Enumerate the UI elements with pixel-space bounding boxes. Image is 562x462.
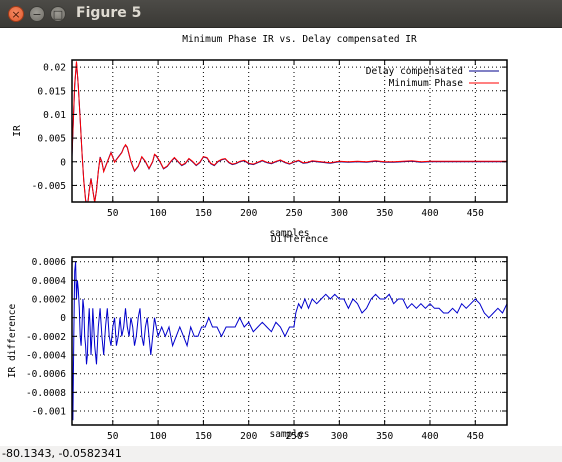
x-tick-label: 450 — [467, 208, 484, 219]
x-axis-label: samples — [269, 429, 309, 440]
y-tick-label: -0.001 — [32, 407, 67, 418]
y-axis-label: IR — [12, 125, 23, 137]
x-tick-label: 100 — [150, 431, 167, 442]
x-tick-label: 450 — [467, 431, 484, 442]
maximize-icon: □ — [52, 7, 64, 21]
plot-frame — [71, 256, 508, 426]
x-tick-label: 400 — [421, 431, 438, 442]
x-axis-label: samples — [269, 228, 309, 239]
x-tick-label: 150 — [195, 208, 212, 219]
x-tick-label: 300 — [331, 208, 348, 219]
status-bar: -80.1343, -0.0582341 — [0, 446, 562, 462]
legend-label: Delay compensated — [366, 66, 463, 77]
x-tick-label: 200 — [240, 208, 257, 219]
y-tick-label: -0.0008 — [26, 388, 66, 399]
chart-title: Minimum Phase IR vs. Delay compensated I… — [182, 34, 417, 45]
y-tick-label: 0.0006 — [32, 257, 67, 268]
x-tick-label: 250 — [285, 208, 302, 219]
difference-plot: 50 100 150 200 250 300 350 400 450 -0.001 -0.0008 -… — [7, 234, 508, 442]
figure-svg: 50 100 150 200 250 300 350 400 450 -0.005 0 0.005 0.… — [7, 34, 508, 442]
y-tick-label: -0.0002 — [26, 332, 66, 343]
series-line-minimum-phase — [72, 61, 507, 202]
x-tick-label: 150 — [195, 431, 212, 442]
legend-label: Minimum Phase — [389, 78, 464, 89]
y-tick-label: 0.0004 — [32, 276, 67, 287]
window-titlebar: × − □ Figure 5 — [0, 0, 562, 28]
x-tick-label: 200 — [240, 431, 257, 442]
y-tick-label: -0.0004 — [26, 351, 66, 362]
x-tick-label: 50 — [107, 208, 119, 219]
y-tick-label: 0.005 — [37, 134, 66, 145]
y-tick-label: -0.005 — [32, 181, 66, 192]
y-tick-label: 0.0002 — [32, 295, 66, 306]
figure-canvas[interactable]: 50 100 150 200 250 300 350 400 450 -0.005 0 0.005 0.… — [0, 28, 562, 446]
y-tick-label: 0.02 — [43, 63, 66, 74]
series-line-difference — [72, 261, 507, 421]
x-tick-label: 300 — [331, 431, 348, 442]
x-tick-label: 50 — [107, 431, 119, 442]
maximize-window-button[interactable]: □ — [50, 6, 66, 22]
x-tick-label: 350 — [376, 431, 393, 442]
chart-title: Difference — [271, 234, 328, 245]
x-tick-label: 350 — [376, 208, 393, 219]
y-tick-label: 0.01 — [43, 110, 66, 121]
ir-comparison-plot: 50 100 150 200 250 300 350 400 450 -0.005 0 0.005 0.… — [12, 34, 508, 239]
cursor-coordinates: -80.1343, -0.0582341 — [2, 447, 122, 460]
window-title: Figure 5 — [76, 5, 142, 21]
y-tick-label: 0 — [60, 313, 66, 324]
x-tick-label: 400 — [421, 208, 438, 219]
close-window-button[interactable]: × — [8, 6, 24, 22]
x-tick-label: 250 — [285, 431, 302, 442]
x-tick-label: 100 — [150, 208, 167, 219]
y-tick-label: 0.015 — [37, 86, 66, 97]
minimize-icon: − — [32, 7, 42, 21]
y-tick-label: -0.0006 — [26, 369, 66, 380]
plot-frame — [71, 59, 508, 203]
close-icon: × — [11, 7, 21, 21]
y-axis-label: IR difference — [7, 304, 18, 379]
minimize-window-button[interactable]: − — [29, 6, 45, 22]
y-tick-label: 0 — [60, 157, 66, 168]
